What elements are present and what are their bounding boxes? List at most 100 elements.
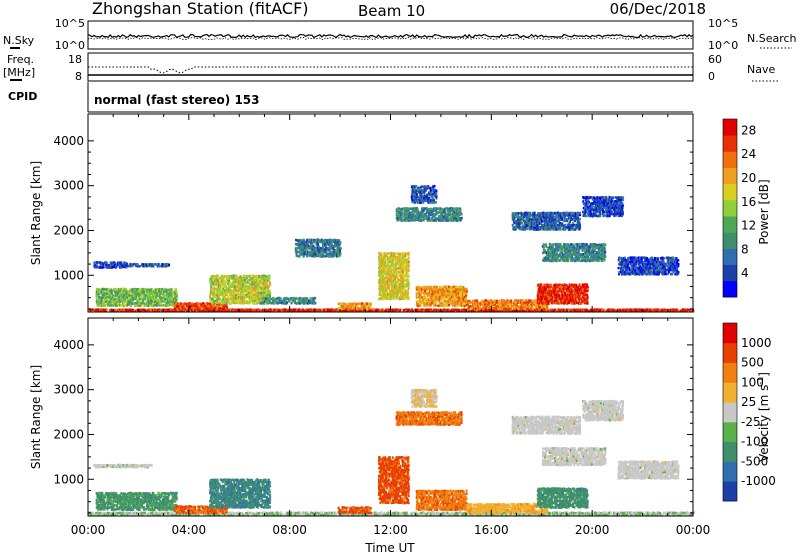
echo-cell xyxy=(262,293,265,297)
echo-cell xyxy=(224,298,227,301)
echo-cell xyxy=(686,308,689,311)
echo-cell xyxy=(96,265,99,269)
echo-cell xyxy=(269,295,271,299)
echo-cell xyxy=(95,296,98,299)
freq-traces xyxy=(88,66,693,76)
echo-cell xyxy=(159,300,162,303)
echo-cell xyxy=(432,189,435,192)
echo-cell xyxy=(222,287,225,290)
echo-cell xyxy=(440,292,443,295)
echo-cell xyxy=(377,274,380,278)
echo-cell xyxy=(402,268,405,272)
echo-cell xyxy=(439,207,442,211)
echo-cell xyxy=(427,293,430,297)
echo-cell xyxy=(419,301,422,305)
echo-cell xyxy=(147,300,150,304)
echo-cell xyxy=(426,193,428,197)
echo-cell xyxy=(386,268,389,271)
echo-cell xyxy=(533,303,536,307)
echo-cell xyxy=(121,304,124,307)
echo-cell xyxy=(399,213,402,216)
echo-cell xyxy=(249,298,252,301)
echo-cell xyxy=(163,295,166,299)
echo-cell xyxy=(471,301,474,304)
echo-cell xyxy=(377,308,380,312)
echo-cell xyxy=(454,215,457,218)
echo-cell xyxy=(460,285,463,289)
echo-cell xyxy=(457,300,460,303)
echo-cell xyxy=(411,200,414,204)
echo-cell xyxy=(258,279,261,282)
echo-cell xyxy=(382,293,385,297)
echo-cell xyxy=(423,187,426,191)
echo-cell xyxy=(431,297,434,301)
echo-cell xyxy=(165,288,168,292)
echo-cell xyxy=(378,256,380,259)
echo-cell xyxy=(114,308,117,312)
echo-cell xyxy=(110,303,113,307)
echo-cell xyxy=(379,262,382,265)
echo-cell xyxy=(419,190,422,194)
echo-cell xyxy=(401,272,404,276)
echo-cell xyxy=(124,294,127,297)
echo-cell xyxy=(454,290,457,293)
echo-cell xyxy=(510,303,513,306)
echo-cell xyxy=(430,309,433,313)
echo-cell xyxy=(298,299,300,302)
echo-cell xyxy=(379,277,382,280)
echo-cell xyxy=(449,207,452,210)
echo-cell xyxy=(418,296,421,299)
echo-cell xyxy=(158,304,161,307)
echo-cell xyxy=(147,298,150,301)
echo-cell xyxy=(239,275,242,278)
echo-cell xyxy=(253,283,256,286)
echo-cell xyxy=(380,258,383,261)
echo-cell xyxy=(103,294,106,297)
echo-cell xyxy=(524,305,527,308)
echo-cell xyxy=(258,296,261,299)
echo-cell xyxy=(384,270,387,273)
echo-cell xyxy=(405,266,408,269)
echo-cell xyxy=(475,305,478,308)
echo-cell xyxy=(160,296,163,299)
echo-cell xyxy=(241,296,244,299)
echo-cell xyxy=(202,306,205,310)
echo-cell xyxy=(157,302,160,305)
echo-cell xyxy=(453,212,455,216)
echo-cell xyxy=(417,211,420,214)
echo-cell xyxy=(134,303,137,307)
echo-cell xyxy=(386,291,389,295)
echo-cell xyxy=(418,286,421,289)
echo-cell xyxy=(269,291,272,295)
echo-cell xyxy=(536,309,539,313)
echo-cell xyxy=(379,264,382,268)
echo-cell xyxy=(669,308,672,312)
echo-cell xyxy=(430,191,433,194)
echo-cell xyxy=(416,215,419,218)
echo-cell xyxy=(400,286,403,290)
echo-cell xyxy=(509,301,512,304)
echo-cell xyxy=(521,301,524,304)
echo-cell xyxy=(155,296,157,299)
echo-cell xyxy=(262,287,265,291)
echo-cell xyxy=(210,289,213,292)
echo-cell xyxy=(94,265,97,269)
echo-cell xyxy=(290,308,293,312)
echo-cell xyxy=(419,189,421,192)
echo-cell xyxy=(396,297,399,300)
echo-cell xyxy=(161,264,164,267)
echo-cell xyxy=(510,299,513,302)
echo-cell xyxy=(452,302,455,306)
echo-cell xyxy=(507,303,510,306)
echo-cell xyxy=(443,304,446,307)
echo-cell xyxy=(129,294,132,298)
echo-cell xyxy=(344,307,347,310)
echo-cell xyxy=(107,295,110,299)
echo-cell xyxy=(430,285,433,289)
echo-cell xyxy=(639,308,642,311)
echo-cell xyxy=(403,278,406,282)
echo-cell xyxy=(366,307,369,310)
echo-cell xyxy=(247,281,250,284)
echo-cell xyxy=(393,254,396,258)
echo-cell xyxy=(525,299,528,302)
